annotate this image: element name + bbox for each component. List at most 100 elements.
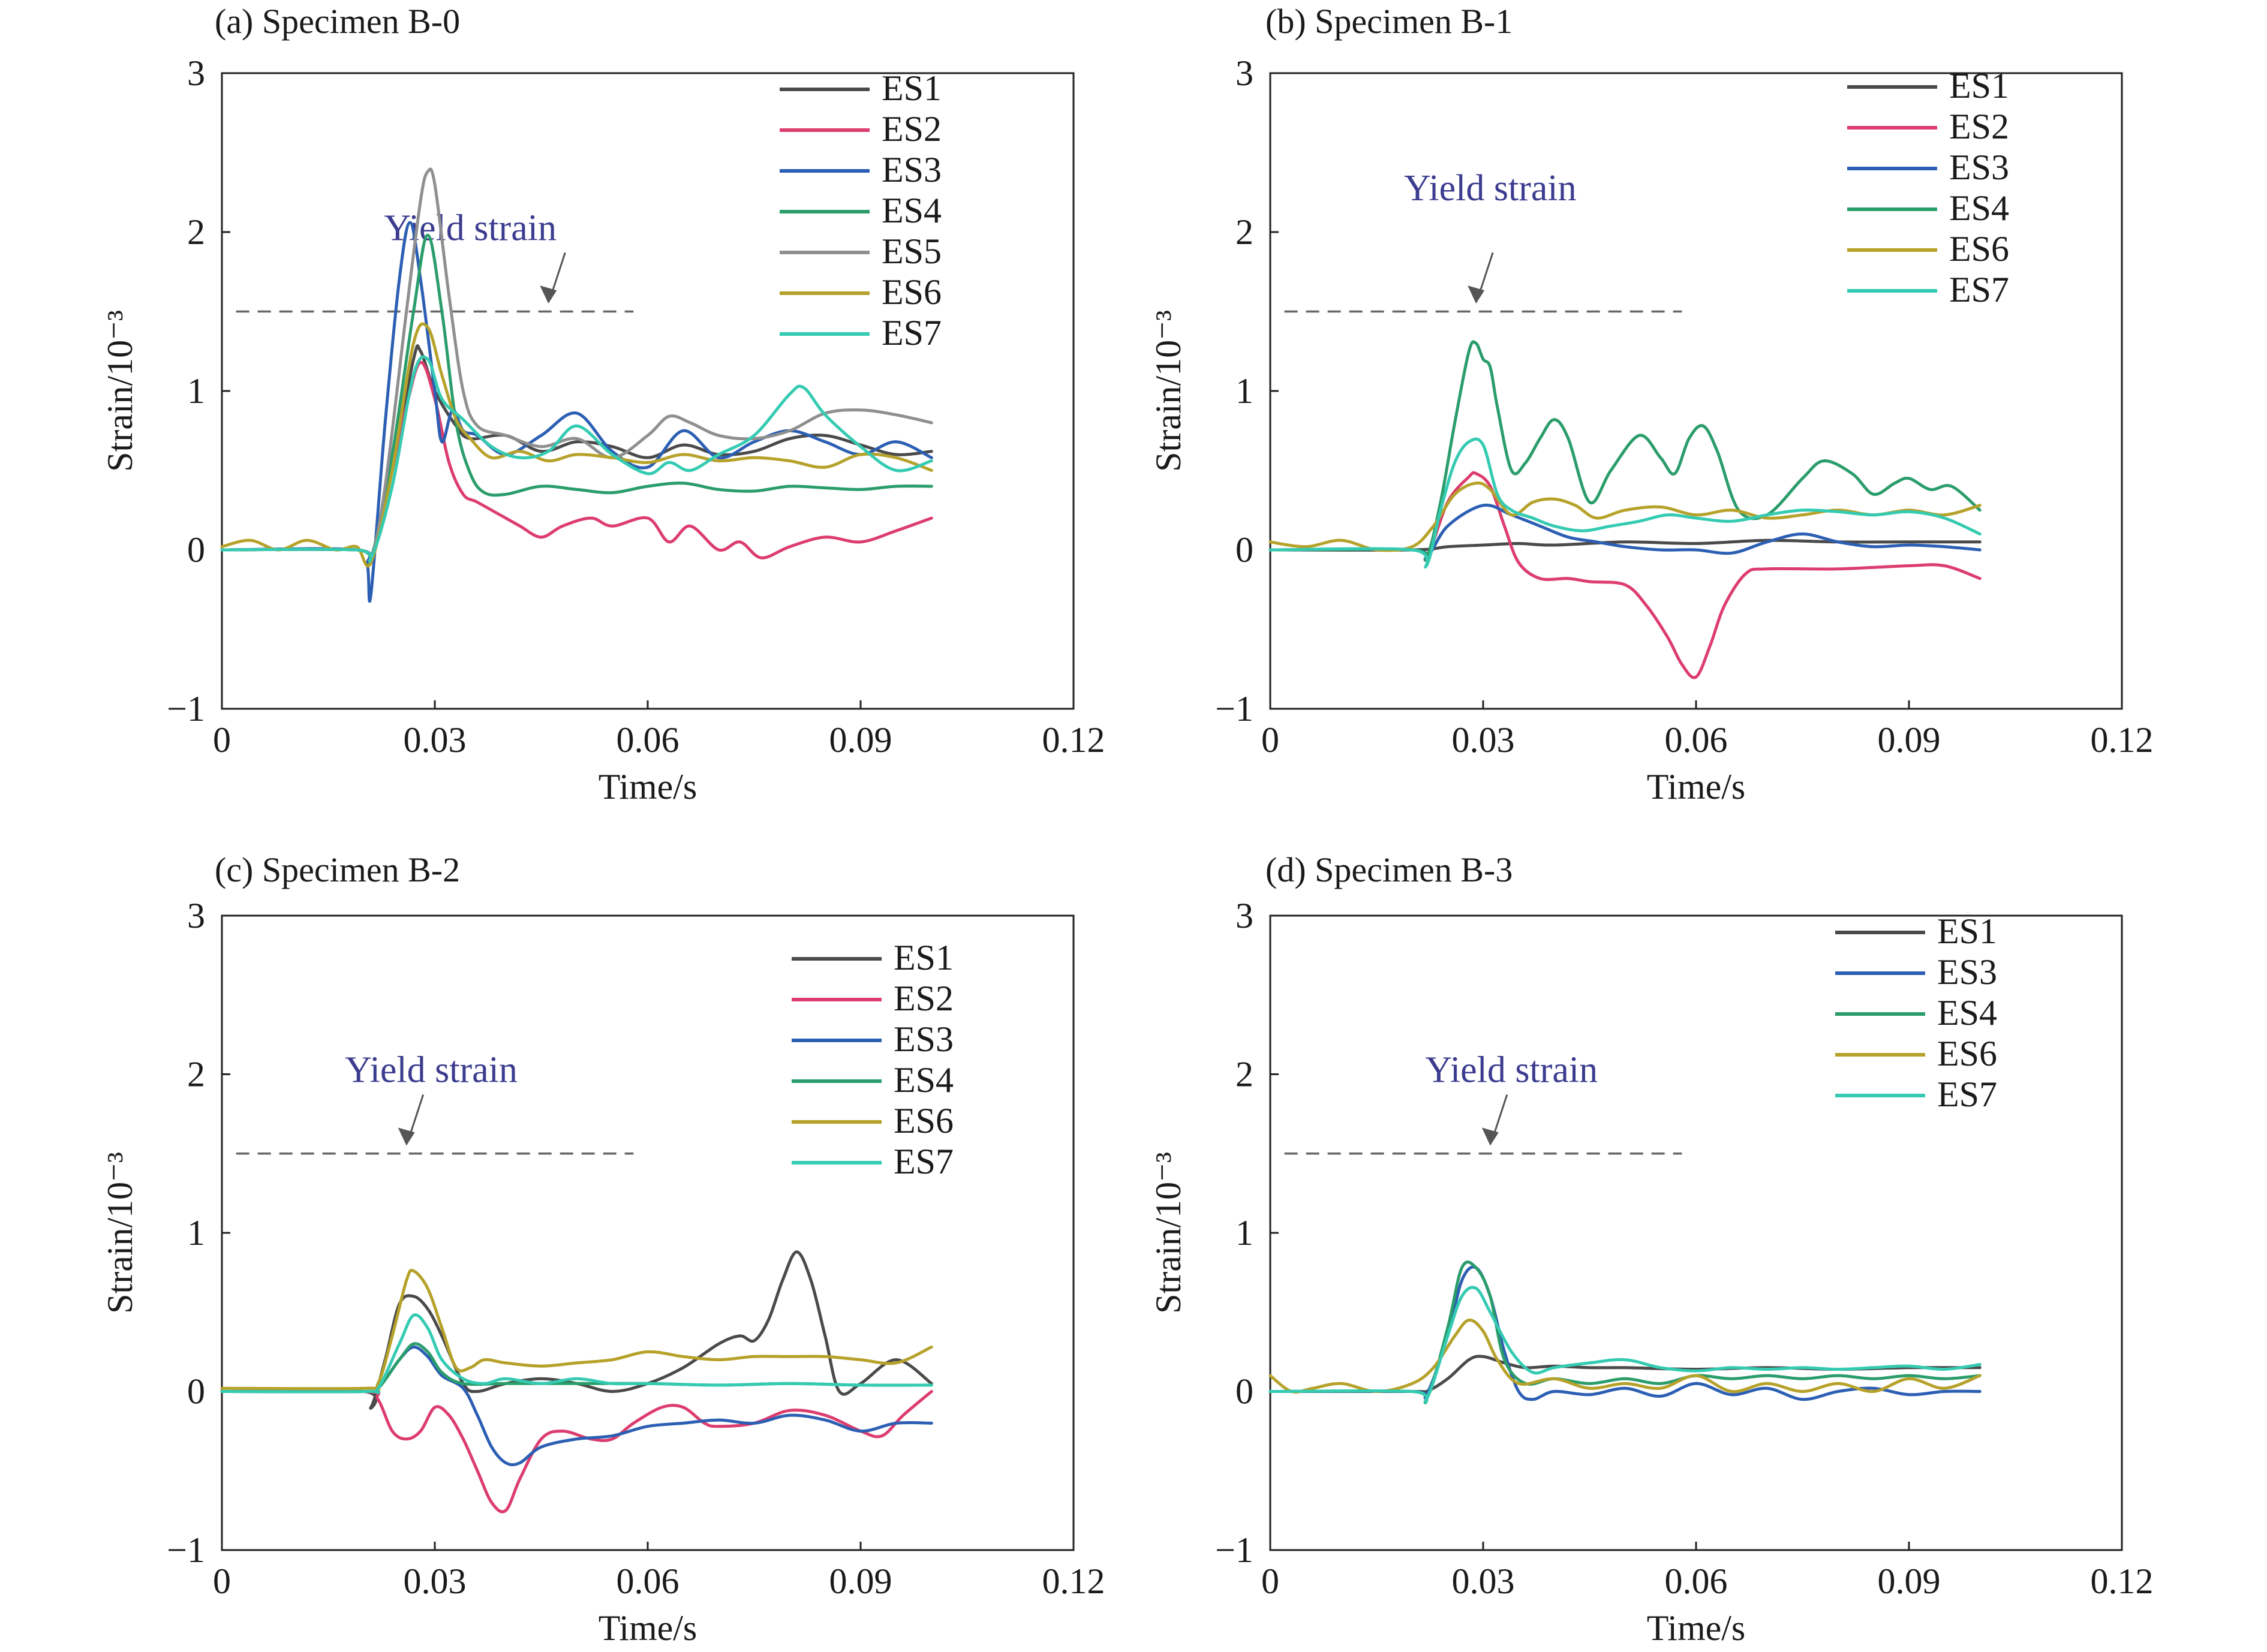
y-tick-label: 2 <box>1235 1055 1253 1094</box>
x-tick-label: 0.12 <box>1042 720 1105 760</box>
legend-label: ES6 <box>1937 1034 1997 1073</box>
yield-arrow <box>1478 252 1494 293</box>
x-tick-label: 0 <box>213 720 231 760</box>
x-tick-label: 0.12 <box>1042 1561 1105 1601</box>
chart-panel-1: (b) Specimen B-10 0.03 0.06 0.09 0.12−10123T… <box>1148 2 2154 807</box>
x-tick-label: 0.03 <box>404 1561 467 1601</box>
plot-frame <box>221 72 1075 710</box>
x-tick-label: 0.12 <box>2091 1561 2154 1601</box>
y-tick-label: 0 <box>187 530 205 570</box>
yield-strain-label: Yield strain <box>1404 168 1577 209</box>
series-line-es6 <box>220 322 933 568</box>
legend-label: ES3 <box>894 1019 954 1059</box>
y-axis-label: Strain/10⁻³ <box>1148 310 1188 472</box>
legend-label: ES2 <box>1949 107 2009 146</box>
y-tick-label: 0 <box>1235 530 1253 570</box>
x-tick-label: 0.03 <box>1452 1561 1515 1601</box>
yield-arrow-head <box>398 1127 415 1146</box>
yield-strain-label: Yield strain <box>384 207 557 248</box>
y-tick-label: −1 <box>1215 689 1253 729</box>
yield-strain-label: Yield strain <box>1426 1050 1598 1091</box>
x-tick-label: 0.12 <box>2091 720 2154 760</box>
x-tick-label: 0.06 <box>1665 1561 1728 1601</box>
series-line-es4 <box>220 233 933 565</box>
legend-label: ES1 <box>882 68 942 108</box>
y-axis-label: Strain/10⁻³ <box>100 310 140 472</box>
series-line-es2 <box>220 360 933 562</box>
legend-label: ES1 <box>894 938 954 977</box>
legend-label: ES1 <box>1937 911 1997 951</box>
y-axis-label: Strain/10⁻³ <box>1148 1152 1188 1314</box>
legend-label: ES4 <box>894 1060 954 1100</box>
series-line-es6 <box>1268 1318 1982 1394</box>
x-tick-label: 0.06 <box>617 1561 680 1601</box>
x-axis-label: Time/s <box>1647 1608 1746 1648</box>
x-tick-label: 0.09 <box>1878 720 1941 760</box>
x-tick-label: 0.06 <box>617 720 680 760</box>
y-axis-label: Strain/10⁻³ <box>100 1152 140 1314</box>
yield-arrow <box>409 1094 425 1135</box>
series-line-es1 <box>220 1250 933 1410</box>
y-tick-label: 1 <box>187 371 205 411</box>
y-tick-label: −1 <box>167 689 205 729</box>
x-tick-label: 0 <box>1261 720 1279 760</box>
yield-arrow <box>551 252 566 293</box>
yield-arrow <box>1493 1094 1508 1135</box>
x-axis-label: Time/s <box>1647 767 1746 807</box>
legend-label: ES3 <box>1937 952 1997 992</box>
chart-panel-2: (c) Specimen B-20 0.03 0.06 0.09 0.12−10123T… <box>100 850 1105 1648</box>
y-tick-label: 0 <box>1235 1372 1253 1412</box>
y-tick-label: 1 <box>187 1213 205 1253</box>
legend-label: ES4 <box>1937 993 1997 1033</box>
y-tick-label: 1 <box>1235 1213 1253 1253</box>
series-line-es3 <box>220 1345 933 1467</box>
legend-label: ES7 <box>894 1142 954 1181</box>
yield-arrow-head <box>540 285 557 304</box>
legend-label: ES7 <box>882 313 942 353</box>
x-tick-label: 0.09 <box>829 720 892 760</box>
y-tick-label: 2 <box>187 212 205 252</box>
series-line-es6 <box>1268 481 1982 552</box>
x-tick-label: 0.09 <box>829 1561 892 1601</box>
series-line-es2 <box>1268 471 1982 679</box>
series-line-es2 <box>220 1389 933 1513</box>
panel-title: (b) Specimen B-1 <box>1265 2 1513 41</box>
legend-label: ES4 <box>882 191 942 230</box>
yield-arrow-head <box>1481 1127 1499 1146</box>
x-tick-label: 0.09 <box>1878 1561 1941 1601</box>
panel-title: (a) Specimen B-0 <box>215 2 460 41</box>
legend-label: ES4 <box>1949 188 2009 228</box>
y-tick-label: 2 <box>1235 212 1253 252</box>
x-axis-label: Time/s <box>599 1608 697 1648</box>
y-tick-label: −1 <box>1215 1530 1253 1570</box>
x-tick-label: 0 <box>213 1561 231 1601</box>
legend-label: ES2 <box>882 109 942 149</box>
series-line-es7 <box>1268 1286 1982 1404</box>
series-line-es4 <box>1268 1260 1982 1404</box>
y-tick-label: 3 <box>187 53 205 93</box>
y-tick-label: 0 <box>187 1372 205 1412</box>
series-line-es7 <box>220 355 933 563</box>
legend-label: ES1 <box>1949 66 2009 106</box>
x-tick-label: 0.06 <box>1665 720 1728 760</box>
x-tick-label: 0 <box>1261 1561 1279 1601</box>
y-tick-label: 2 <box>187 1055 205 1094</box>
y-tick-label: 3 <box>1235 896 1253 935</box>
y-tick-label: 3 <box>187 896 205 935</box>
y-tick-label: −1 <box>167 1530 205 1570</box>
yield-arrow-head <box>1468 285 1485 304</box>
legend-label: ES7 <box>1949 270 2009 309</box>
legend-label: ES5 <box>882 231 942 271</box>
legend-label: ES2 <box>894 979 954 1018</box>
y-tick-label: 3 <box>1235 53 1253 93</box>
x-tick-label: 0.03 <box>404 720 467 760</box>
series-line-es5 <box>220 167 933 563</box>
legend-label: ES7 <box>1937 1075 1997 1114</box>
x-axis-label: Time/s <box>599 767 697 807</box>
series-line-es7 <box>220 1313 933 1395</box>
panel-title: (c) Specimen B-2 <box>215 850 460 889</box>
panel-title: (d) Specimen B-3 <box>1265 850 1513 889</box>
chart-panel-0: (a) Specimen B-00 0.03 0.06 0.09 0.12−10123T… <box>100 2 1105 807</box>
yield-strain-label: Yield strain <box>345 1050 518 1091</box>
